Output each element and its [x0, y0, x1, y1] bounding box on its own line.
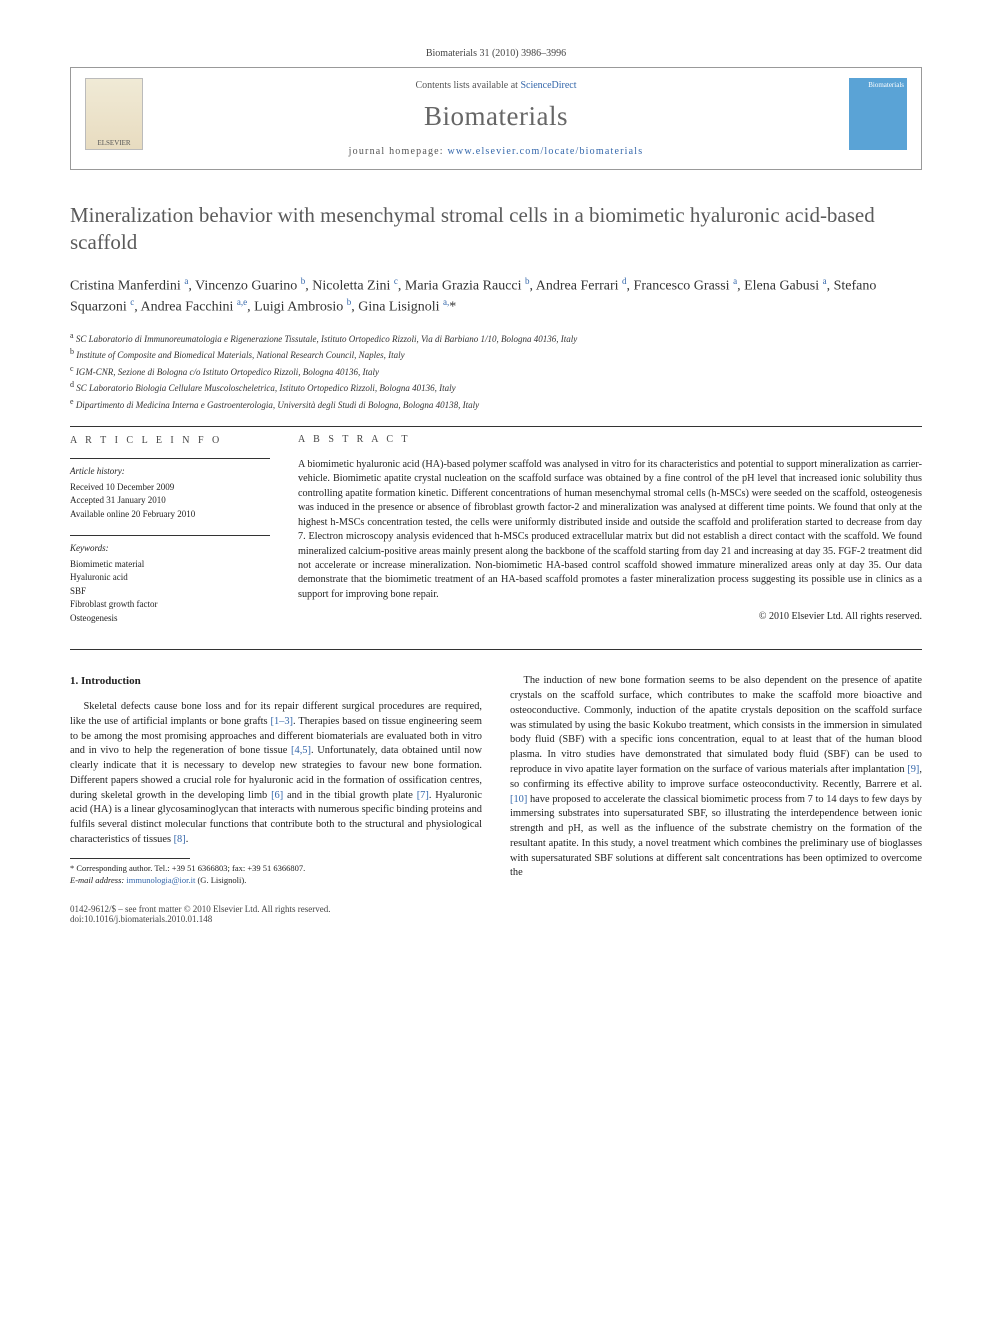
abstract-block: A B S T R A C T A biomimetic hyaluronic …	[298, 433, 922, 639]
journal-title: Biomaterials	[71, 101, 921, 132]
contents-list-line: Contents lists available at ScienceDirec…	[71, 80, 921, 91]
keyword-item: Hyaluronic acid	[70, 571, 270, 585]
journal-reference: Biomaterials 31 (2010) 3986–3996	[70, 48, 922, 59]
abstract-text: A biomimetic hyaluronic acid (HA)-based …	[298, 458, 922, 603]
article-info-block: A R T I C L E I N F O Article history: R…	[70, 433, 270, 639]
journal-header: ELSEVIER Biomaterials Contents lists ava…	[70, 67, 922, 170]
citation-link[interactable]: [1–3]	[271, 716, 294, 727]
section-heading: 1. Introduction	[70, 674, 482, 690]
affiliations-list: a SC Laboratorio di Immunoreumatologia e…	[70, 330, 922, 413]
keyword-item: Biomimetic material	[70, 558, 270, 572]
affiliation-item: d SC Laboratorio Biologia Cellulare Musc…	[70, 379, 922, 396]
authors-list: Cristina Manferdini a, Vincenzo Guarino …	[70, 275, 922, 318]
page-footer: 0142-9612/$ – see front matter © 2010 El…	[70, 904, 922, 924]
footnote-separator	[70, 858, 190, 859]
elsevier-logo: ELSEVIER	[85, 78, 143, 150]
article-history-item: Available online 20 February 2010	[70, 508, 270, 522]
doi-line: doi:10.1016/j.biomaterials.2010.01.148	[70, 914, 331, 924]
article-info-heading: A R T I C L E I N F O	[70, 433, 270, 448]
citation-link[interactable]: [8]	[174, 834, 186, 845]
citation-link[interactable]: [10]	[510, 794, 527, 805]
copyright-line: © 2010 Elsevier Ltd. All rights reserved…	[298, 610, 922, 624]
body-columns: 1. Introduction Skeletal defects cause b…	[70, 674, 922, 886]
keywords-block: Keywords: Biomimetic material Hyaluronic…	[70, 542, 270, 625]
keyword-item: SBF	[70, 585, 270, 599]
article-history-heading: Article history:	[70, 465, 270, 479]
divider	[70, 458, 270, 459]
citation-link[interactable]: [9]	[907, 764, 919, 775]
keywords-heading: Keywords:	[70, 542, 270, 556]
journal-cover-thumbnail: Biomaterials	[849, 78, 907, 150]
page: Biomaterials 31 (2010) 3986–3996 ELSEVIE…	[0, 0, 992, 964]
affiliation-item: c IGM-CNR, Sezione di Bologna c/o Istitu…	[70, 363, 922, 380]
journal-homepage-link[interactable]: www.elsevier.com/locate/biomaterials	[447, 146, 643, 157]
contents-prefix: Contents lists available at	[415, 80, 520, 91]
divider	[70, 535, 270, 536]
abstract-heading: A B S T R A C T	[298, 433, 922, 447]
citation-link[interactable]: [4,5]	[291, 745, 311, 756]
affiliation-item: a SC Laboratorio di Immunoreumatologia e…	[70, 330, 922, 347]
homepage-prefix: journal homepage:	[349, 146, 448, 157]
divider	[70, 649, 922, 650]
divider	[70, 426, 922, 427]
telephone: +39 51 6366803	[172, 863, 228, 873]
affiliation-item: e Dipartimento di Medicina Interna e Gas…	[70, 396, 922, 413]
front-matter-line: 0142-9612/$ – see front matter © 2010 El…	[70, 904, 331, 914]
article-title: Mineralization behavior with mesenchymal…	[70, 202, 922, 257]
citation-link[interactable]: [7]	[417, 790, 429, 801]
body-paragraph: The induction of new bone formation seem…	[510, 674, 922, 881]
affiliation-item: b Institute of Composite and Biomedical …	[70, 346, 922, 363]
sciencedirect-link[interactable]: ScienceDirect	[520, 80, 576, 91]
article-history-block: Article history: Received 10 December 20…	[70, 465, 270, 521]
citation-link[interactable]: [6]	[271, 790, 283, 801]
corresponding-author-footnote: * Corresponding author. Tel.: +39 51 636…	[70, 863, 482, 887]
footer-left: 0142-9612/$ – see front matter © 2010 El…	[70, 904, 331, 924]
body-paragraph: Skeletal defects cause bone loss and for…	[70, 700, 482, 848]
journal-homepage-line: journal homepage: www.elsevier.com/locat…	[71, 146, 921, 157]
fax: +39 51 6366807	[247, 863, 303, 873]
article-history-item: Received 10 December 2009	[70, 481, 270, 495]
article-history-item: Accepted 31 January 2010	[70, 494, 270, 508]
info-abstract-row: A R T I C L E I N F O Article history: R…	[70, 433, 922, 639]
email-link[interactable]: immunologia@ior.it	[126, 875, 195, 885]
keyword-item: Osteogenesis	[70, 612, 270, 626]
keyword-item: Fibroblast growth factor	[70, 598, 270, 612]
